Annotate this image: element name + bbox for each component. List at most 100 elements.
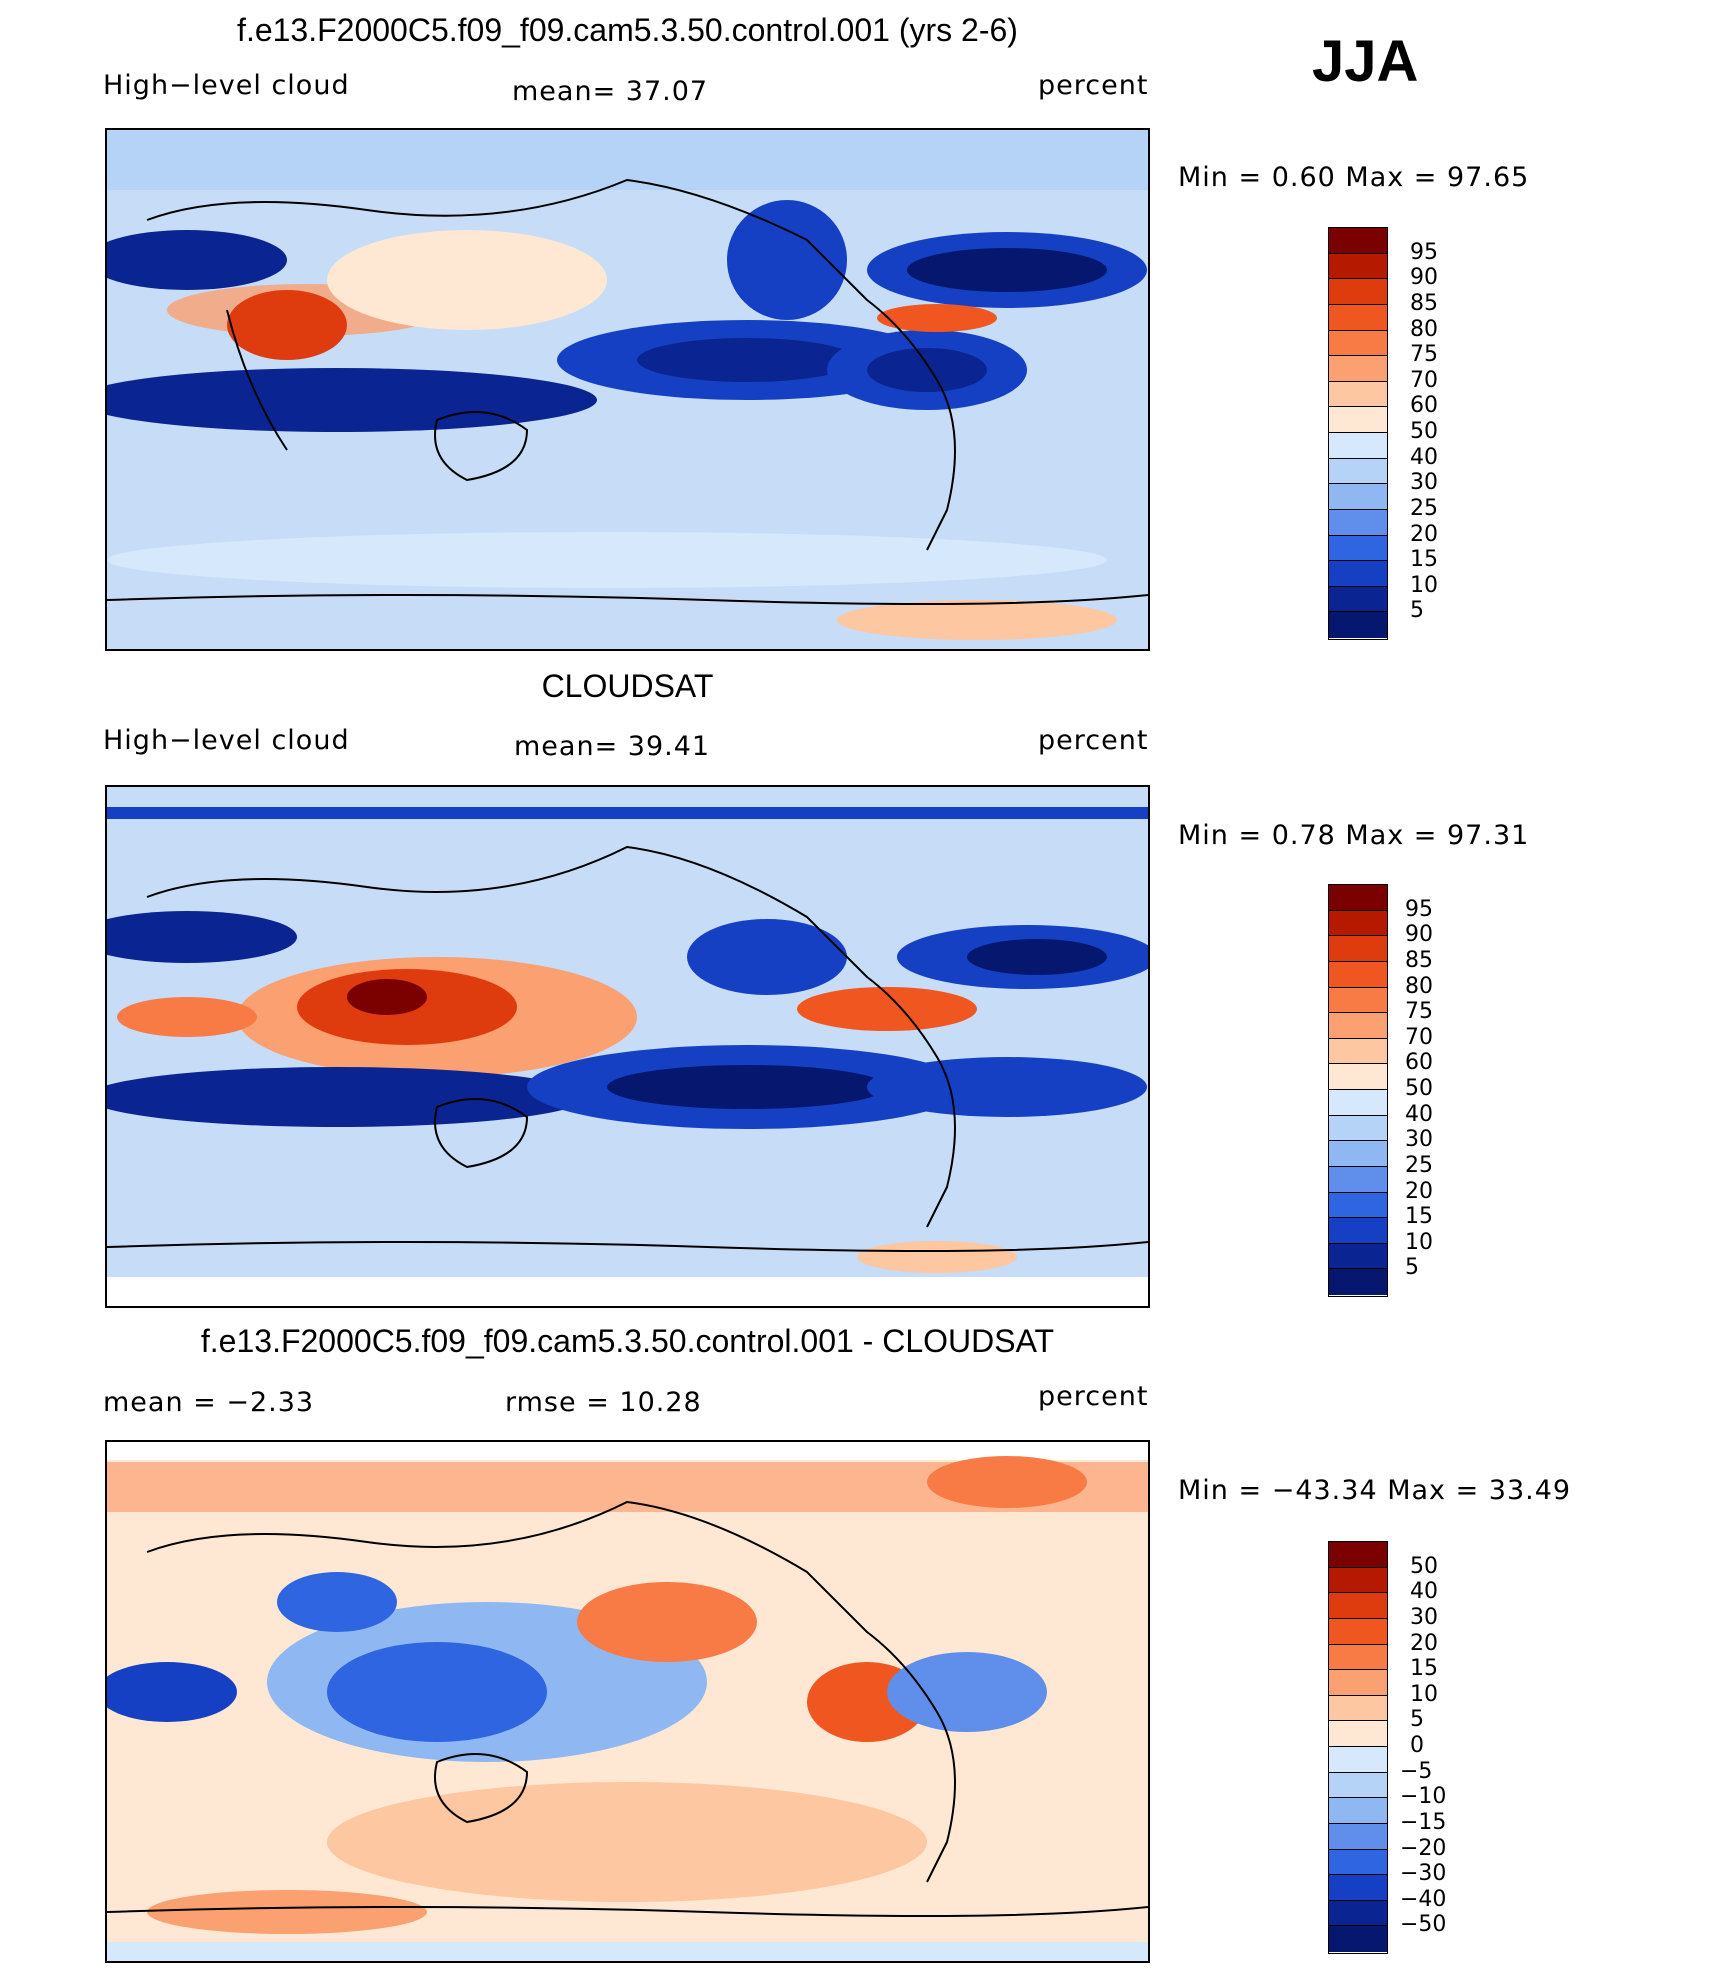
colorbar-swatch (1329, 1849, 1387, 1876)
panel-2-map (105, 785, 1150, 1308)
colorbar-tick-label: 80 (1405, 973, 1433, 999)
colorbar-swatch (1329, 1141, 1387, 1167)
colorbar-swatch (1329, 936, 1387, 962)
colorbar-tick-label: 95 (1410, 239, 1438, 265)
panel-1-minmax: Min = 0.60 Max = 97.65 (1178, 162, 1530, 193)
colorbar-tick-label: 10 (1410, 572, 1438, 598)
colorbar-swatch (1329, 1900, 1387, 1927)
colorbar-tick-label: −5 (1400, 1758, 1433, 1784)
colorbar-swatch (1329, 1090, 1387, 1116)
panel-3-map (105, 1440, 1150, 1963)
colorbar-tick-label: 30 (1410, 1604, 1438, 1630)
panel-2-minmax: Min = 0.78 Max = 97.31 (1178, 820, 1530, 851)
colorbar-tick-label: 30 (1410, 470, 1438, 496)
colorbar-swatch (1329, 1192, 1387, 1219)
colorbar-swatch (1329, 1064, 1387, 1090)
colorbar-swatch (1329, 1618, 1387, 1645)
colorbar-tick-label: 40 (1410, 1579, 1438, 1605)
colorbar-swatch (1329, 1695, 1387, 1722)
colorbar-swatch (1329, 330, 1387, 357)
panel-1-units-label: percent (1038, 70, 1149, 101)
colorbar-swatch (1329, 1542, 1387, 1568)
colorbar-tick-label: 70 (1405, 1024, 1433, 1050)
colorbar-swatch (1329, 433, 1387, 459)
colorbar-tick-label: −20 (1400, 1835, 1447, 1861)
colorbar-tick-label: 5 (1410, 1707, 1424, 1733)
colorbar-swatch (1329, 885, 1387, 911)
colorbar-swatch (1329, 1218, 1387, 1244)
colorbar-tick-label: 80 (1410, 316, 1438, 342)
colorbar-swatch (1329, 1823, 1387, 1850)
colorbar-swatch (1329, 509, 1387, 536)
colorbar-swatch (1329, 1798, 1387, 1824)
colorbar-tick-label: −15 (1400, 1809, 1447, 1835)
colorbar-tick-label: 50 (1405, 1076, 1433, 1101)
colorbar-swatch (1329, 561, 1387, 587)
panel-2-variable-label: High−level cloud (103, 725, 350, 756)
colorbar-tick-label: 90 (1405, 922, 1433, 948)
panel-1-variable-label: High−level cloud (103, 70, 350, 101)
colorbar-tick-label: −10 (1400, 1784, 1447, 1810)
colorbar-tick-label: 5 (1405, 1255, 1419, 1281)
panel-1-map (105, 128, 1150, 651)
colorbar-tick-label: 85 (1405, 947, 1433, 973)
colorbar-swatch (1329, 1038, 1387, 1065)
colorbar-tick-label: 10 (1405, 1229, 1433, 1255)
colorbar-swatch (1329, 356, 1387, 382)
colorbar-tick-label: 70 (1410, 367, 1438, 393)
colorbar-tick-label: 90 (1410, 265, 1438, 291)
colorbar-swatch (1329, 407, 1387, 433)
panel-1-mean-label: mean= 37.07 (512, 76, 709, 107)
colorbar-swatch (1329, 484, 1387, 510)
colorbar-swatch (1329, 612, 1387, 638)
colorbar-tick-label: 20 (1410, 521, 1438, 547)
season-label: JJA (1312, 29, 1419, 94)
colorbar-tick-label: 50 (1410, 1553, 1438, 1579)
colorbar-swatch (1329, 1926, 1387, 1952)
colorbar-swatch (1329, 1013, 1387, 1039)
colorbar-tick-label: 50 (1410, 419, 1438, 444)
colorbar-swatch (1329, 279, 1387, 305)
colorbar-swatch (1329, 458, 1387, 485)
colorbar-swatch (1329, 1747, 1387, 1773)
colorbar-swatch (1329, 1269, 1387, 1295)
panel-3-units-label: percent (1038, 1381, 1149, 1412)
colorbar-swatch (1329, 228, 1387, 254)
colorbar-tick-label: 95 (1405, 896, 1433, 922)
colorbar-tick-label: −50 (1400, 1912, 1447, 1938)
panel-3-colorbar (1328, 1541, 1388, 1954)
colorbar-swatch (1329, 304, 1387, 331)
colorbar-tick-label: 60 (1405, 1050, 1433, 1076)
colorbar-tick-label: 15 (1405, 1204, 1433, 1230)
colorbar-tick-label: 20 (1410, 1630, 1438, 1656)
colorbar-swatch (1329, 987, 1387, 1014)
colorbar-swatch (1329, 1243, 1387, 1270)
colorbar-swatch (1329, 1772, 1387, 1799)
colorbar-swatch (1329, 1166, 1387, 1193)
panel-3-minmax: Min = −43.34 Max = 33.49 (1178, 1475, 1572, 1506)
colorbar-tick-label: 0 (1410, 1733, 1424, 1758)
colorbar-tick-label: 15 (1410, 547, 1438, 573)
colorbar-swatch (1329, 535, 1387, 562)
panel-1-colorbar (1328, 227, 1388, 640)
colorbar-swatch (1329, 1670, 1387, 1696)
panel-2-title: CLOUDSAT (541, 668, 714, 704)
colorbar-tick-label: 85 (1410, 290, 1438, 316)
colorbar-swatch (1329, 1593, 1387, 1619)
colorbar-tick-label: 40 (1405, 1101, 1433, 1127)
panel-3-title: f.e13.F2000C5.f09_f09.cam5.3.50.control.… (200, 1323, 1055, 1359)
colorbar-tick-label: 25 (1410, 495, 1438, 521)
colorbar-swatch (1329, 910, 1387, 937)
colorbar-swatch (1329, 586, 1387, 613)
colorbar-swatch (1329, 1567, 1387, 1594)
colorbar-tick-label: 5 (1410, 598, 1424, 624)
colorbar-tick-label: 40 (1410, 444, 1438, 470)
colorbar-tick-label: 15 (1410, 1656, 1438, 1682)
colorbar-tick-label: 20 (1405, 1178, 1433, 1204)
colorbar-swatch (1329, 381, 1387, 408)
colorbar-tick-label: 60 (1410, 393, 1438, 419)
panel-1-title: f.e13.F2000C5.f09_f09.cam5.3.50.control.… (237, 12, 1018, 48)
panel-2-units-label: percent (1038, 725, 1149, 756)
panel-2-mean-label: mean= 39.41 (514, 731, 711, 762)
panel-3-mean-label: mean = −2.33 (103, 1387, 315, 1418)
